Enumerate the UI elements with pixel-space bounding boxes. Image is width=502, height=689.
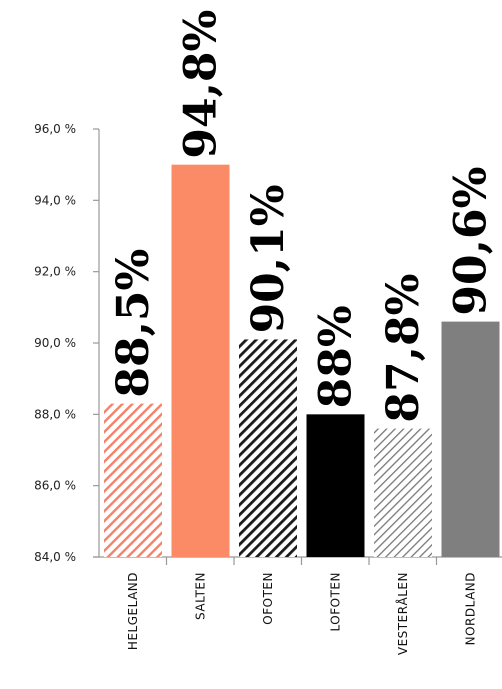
y-tick-label: 88,0 % <box>34 407 76 421</box>
y-tick-label: 92,0 % <box>34 265 76 279</box>
labels: HELGELAND 88,5% SALTEN 94,8% OFOTEN 90,1% LOFO… <box>108 10 497 655</box>
data-label: 94,8% <box>176 10 227 159</box>
bars <box>104 164 500 557</box>
y-tick-label: 96,0 % <box>34 122 76 136</box>
bar-helgeland <box>104 403 162 557</box>
bar-lofoten <box>306 414 365 557</box>
data-label: 90,6% <box>446 167 497 316</box>
category-label: NORDLAND <box>464 572 478 645</box>
data-label: 90,1% <box>243 184 294 333</box>
category-label: VESTERÅLEN <box>395 572 410 655</box>
bar-nordland <box>441 321 500 557</box>
bar-salten <box>171 164 230 557</box>
y-tick-label: 90,0 % <box>34 336 76 350</box>
bar-ofoten <box>239 339 297 557</box>
data-label: 88% <box>311 305 362 408</box>
bar-vesterålen <box>374 428 432 557</box>
category-label: OFOTEN <box>261 572 275 625</box>
category-label: SALTEN <box>194 572 208 620</box>
y-tick-label: 86,0 % <box>34 479 76 493</box>
y-tick-label: 94,0 % <box>34 193 76 207</box>
category-label: HELGELAND <box>126 572 140 650</box>
y-tick-label: 84,0 % <box>34 550 76 564</box>
data-label: 87,8% <box>378 274 429 423</box>
data-label: 88,5% <box>108 249 159 398</box>
category-label: LOFOTEN <box>329 572 343 631</box>
